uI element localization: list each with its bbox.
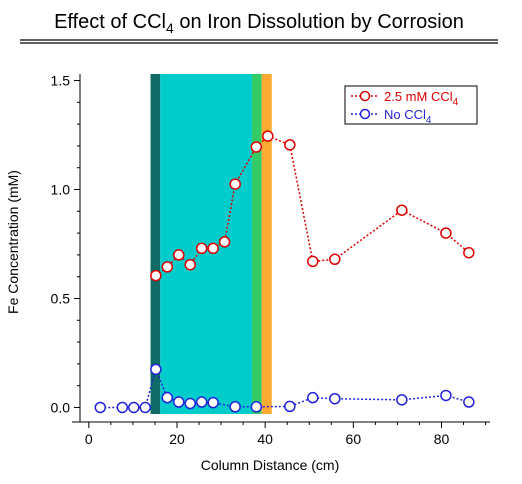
data-point-s1-10	[229, 401, 241, 413]
x-tick-label-2: 40	[257, 431, 273, 447]
band-2	[251, 74, 262, 414]
data-point-s1-4	[150, 363, 162, 376]
data-point-s0-2	[173, 249, 185, 261]
x-axis-label: Column Distance (cm)	[201, 457, 339, 473]
legend-entry-ccl4: 2.5 mM CCl4	[351, 89, 459, 108]
data-point-s1-11	[250, 401, 263, 413]
data-point-s0-12	[329, 253, 341, 266]
y-tick-label-0: 0.0	[51, 399, 71, 415]
data-point-s1-16	[440, 389, 452, 402]
data-point-s0-13	[396, 204, 408, 216]
data-point-s0-1	[161, 261, 174, 273]
y-axis-label: Fe Concentration (mM)	[5, 170, 21, 314]
y-tick-label-1: 0.5	[51, 290, 71, 306]
data-point-s0-6	[218, 236, 231, 248]
data-point-s1-3	[139, 401, 151, 414]
data-point-s1-15	[396, 394, 408, 406]
data-point-s0-9	[262, 130, 274, 142]
x-tick-label-3: 60	[346, 431, 362, 447]
data-point-s0-15	[463, 246, 475, 259]
data-point-s0-10	[284, 139, 296, 151]
axes: 0.0 0.5 1.0 1.5 0 20 40 60 80	[51, 73, 490, 447]
chart-title: Effect of CCl4 on Iron Dissolution by Co…	[54, 11, 464, 36]
data-point-s0-5	[207, 242, 219, 255]
data-point-s1-0	[94, 401, 107, 414]
legend-marker-no-ccl4	[359, 108, 371, 120]
data-point-s0-3	[184, 258, 196, 271]
data-point-s0-11	[307, 255, 319, 268]
y-tick-label-2: 1.0	[51, 182, 71, 198]
data-point-s1-17	[463, 396, 475, 408]
data-point-s1-1	[116, 401, 129, 414]
data-point-s0-7	[229, 178, 241, 190]
data-point-s1-14	[329, 392, 341, 405]
legend-marker-ccl4	[359, 90, 371, 102]
series-points	[94, 130, 475, 414]
legend-label-ccl4: 2.5 mM CCl4	[384, 89, 459, 108]
data-point-s0-4	[195, 242, 208, 255]
band-3	[261, 74, 272, 414]
x-tick-label-4: 80	[434, 431, 450, 447]
data-point-s1-13	[307, 391, 319, 404]
band-0	[150, 74, 161, 414]
x-tick-label-0: 0	[85, 431, 93, 447]
data-point-s0-8	[250, 141, 263, 153]
shaded-bands	[150, 74, 272, 414]
band-1	[160, 74, 252, 414]
data-point-s1-7	[184, 397, 196, 410]
legend-label-no-ccl4: No CCl4	[384, 107, 432, 126]
data-point-s0-0	[150, 269, 162, 282]
data-point-s1-6	[173, 396, 185, 408]
data-point-s1-9	[207, 396, 219, 409]
y-tick-label-3: 1.5	[51, 73, 71, 89]
data-point-s1-5	[161, 391, 174, 404]
data-point-s1-12	[284, 400, 296, 413]
data-point-s1-2	[128, 401, 140, 414]
legend: 2.5 mM CCl4 No CCl4	[344, 85, 478, 126]
x-tick-label-1: 20	[169, 431, 185, 447]
legend-entry-no-ccl4: No CCl4	[351, 107, 432, 126]
data-point-s0-14	[440, 227, 452, 239]
data-point-s1-8	[195, 396, 208, 408]
